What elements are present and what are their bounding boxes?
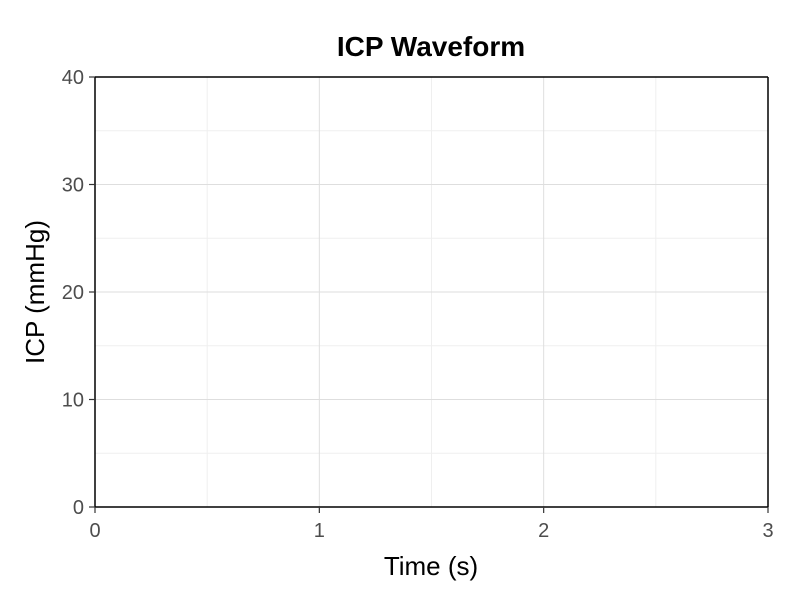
x-tick-label: 0 <box>89 520 100 542</box>
y-tick-label: 0 <box>73 497 84 519</box>
x-tick-label: 2 <box>538 520 549 542</box>
x-tick-label: 1 <box>314 520 325 542</box>
y-tick-label: 10 <box>62 390 84 412</box>
y-tick-label: 30 <box>62 175 84 197</box>
y-tick-label: 40 <box>62 67 84 89</box>
x-ticks: 0 1 2 3 <box>89 507 774 542</box>
y-tick-label: 20 <box>62 282 84 304</box>
y-ticks: 0 10 20 30 40 <box>62 67 95 519</box>
y-axis-label: ICP (mmHg) <box>20 220 50 364</box>
x-tick-label: 3 <box>762 520 773 542</box>
x-axis-label: Time (s) <box>384 551 478 581</box>
minor-grid <box>95 77 768 507</box>
chart-title: ICP Waveform <box>337 31 525 62</box>
